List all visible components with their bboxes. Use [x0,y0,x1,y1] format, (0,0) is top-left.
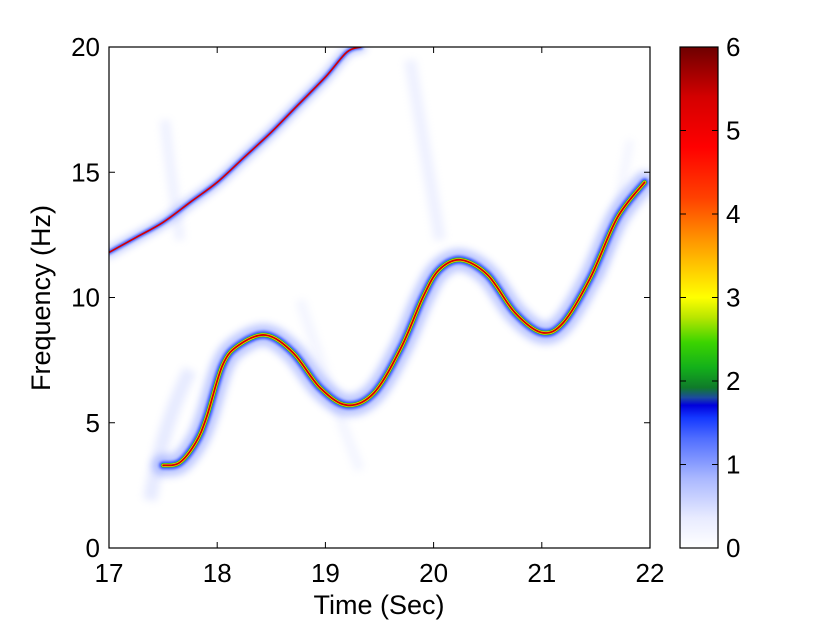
colorbar-tick-label: 1 [726,450,740,480]
ridge-component-1 [109,47,367,258]
plot-area [109,47,650,548]
y-tick-label: 10 [71,283,100,313]
x-tick-label: 22 [636,558,665,588]
y-axis-label: Frequency (Hz) [26,205,56,391]
y-tick-label: 5 [86,408,100,438]
x-axis-label: Time (Sec) [313,590,444,620]
colorbar-ticks: 0 1 2 3 4 5 6 [680,32,740,563]
ridge-layer [109,47,650,477]
x-tick-label: 17 [95,558,124,588]
ridge-component-2 [152,171,650,477]
y-tick-label: 20 [71,32,100,62]
x-tick-label: 18 [203,558,232,588]
colorbar-tick-label: 2 [726,366,740,396]
colorbar-tick-label: 3 [726,283,740,313]
x-tick-label: 21 [527,558,556,588]
x-tick-label: 20 [419,558,448,588]
y-tick-label: 15 [71,157,100,187]
colorbar: 0 1 2 3 4 5 6 [679,32,740,563]
colorbar-gradient [679,46,719,549]
y-axis-ticks: 0 5 10 15 20 [71,32,650,563]
colorbar-tick-label: 4 [726,199,740,229]
x-axis-ticks: 17 18 19 20 21 22 [95,47,665,588]
x-tick-label: 19 [311,558,340,588]
ridge-peak [109,47,362,254]
colorbar-tick-label: 0 [726,533,740,563]
colorbar-tick-label: 5 [726,116,740,146]
ridge-peak [162,181,646,467]
y-tick-label: 0 [86,533,100,563]
colorbar-tick-label: 6 [726,32,740,62]
